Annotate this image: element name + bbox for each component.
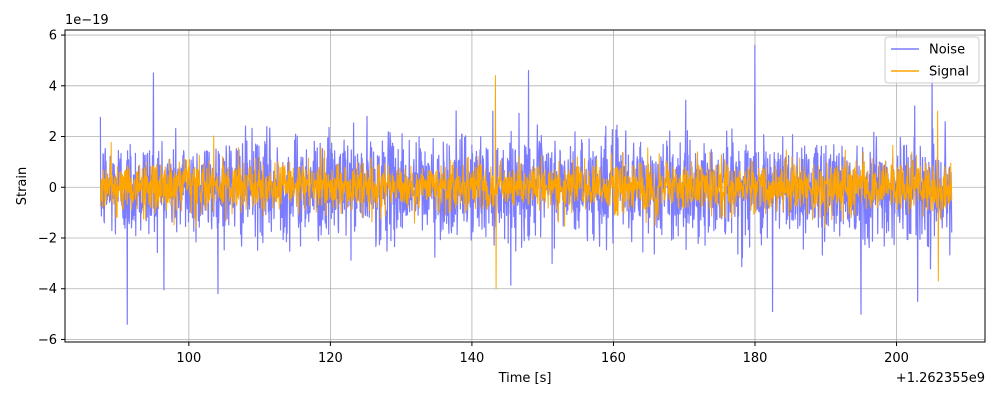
x-tick-label: 200 [884,351,909,366]
x-offset-label: +1.262355e9 [896,371,985,386]
legend-label-noise: Noise [929,43,965,58]
y-scale-label: 1e−19 [65,13,109,28]
series-line-signal [99,75,953,290]
x-axis-label: Time [s] [498,371,552,386]
x-tick-label: 180 [743,351,768,366]
y-axis-label: Strain [15,167,30,206]
plot-series [99,44,953,325]
ticks: 100 120 140 160 180 200 −6 −4 −2 0 2 4 6 [38,29,909,366]
y-tick-label: 0 [49,181,57,196]
y-tick-label: 2 [49,130,57,145]
y-tick-label: −2 [38,232,57,247]
series-line-noise [99,44,953,325]
x-tick-label: 100 [176,351,201,366]
legend-label-signal: Signal [929,65,969,80]
plot-frame [64,29,986,343]
x-tick-label: 120 [318,351,343,366]
legend: Noise Signal [884,36,980,84]
y-tick-label: −4 [38,282,57,297]
x-tick-label: 160 [601,351,626,366]
y-tick-label: −6 [38,333,57,348]
x-tick-label: 140 [460,351,485,366]
y-tick-label: 6 [49,29,57,44]
y-tick-label: 4 [49,79,57,94]
